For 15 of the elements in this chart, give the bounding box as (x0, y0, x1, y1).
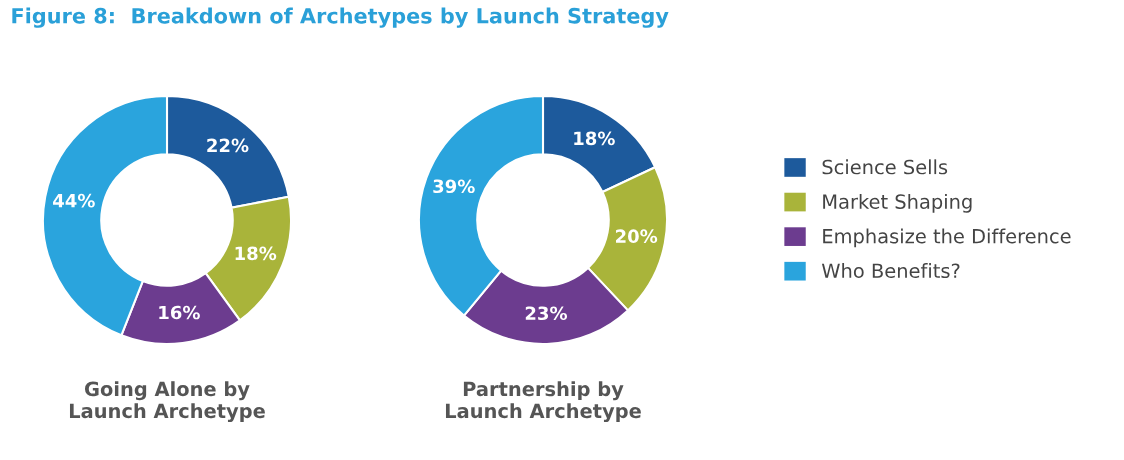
data-label: 39% (433, 179, 475, 194)
legend-label: Who Benefits? (821, 263, 960, 279)
data-label: 16% (159, 305, 200, 320)
data-label: 20% (616, 229, 658, 244)
legend-label: Market Shaping (823, 193, 972, 213)
data-label: 18% (235, 246, 277, 261)
legend-label: Science Sells (822, 159, 948, 175)
chart-title: Figure 8: Breakdown of Archetypes by Launch Strategy (12, 7, 669, 28)
text: Partnership by Launch Archetype (445, 381, 641, 423)
legend-label: Emphasize the Difference (823, 228, 1071, 248)
data-label: 22% (207, 138, 249, 153)
text: Going Alone by Launch Archetype (69, 381, 265, 423)
data-label: 18% (574, 131, 615, 146)
data-label: 23% (525, 306, 568, 321)
data-label: 44% (53, 193, 95, 208)
